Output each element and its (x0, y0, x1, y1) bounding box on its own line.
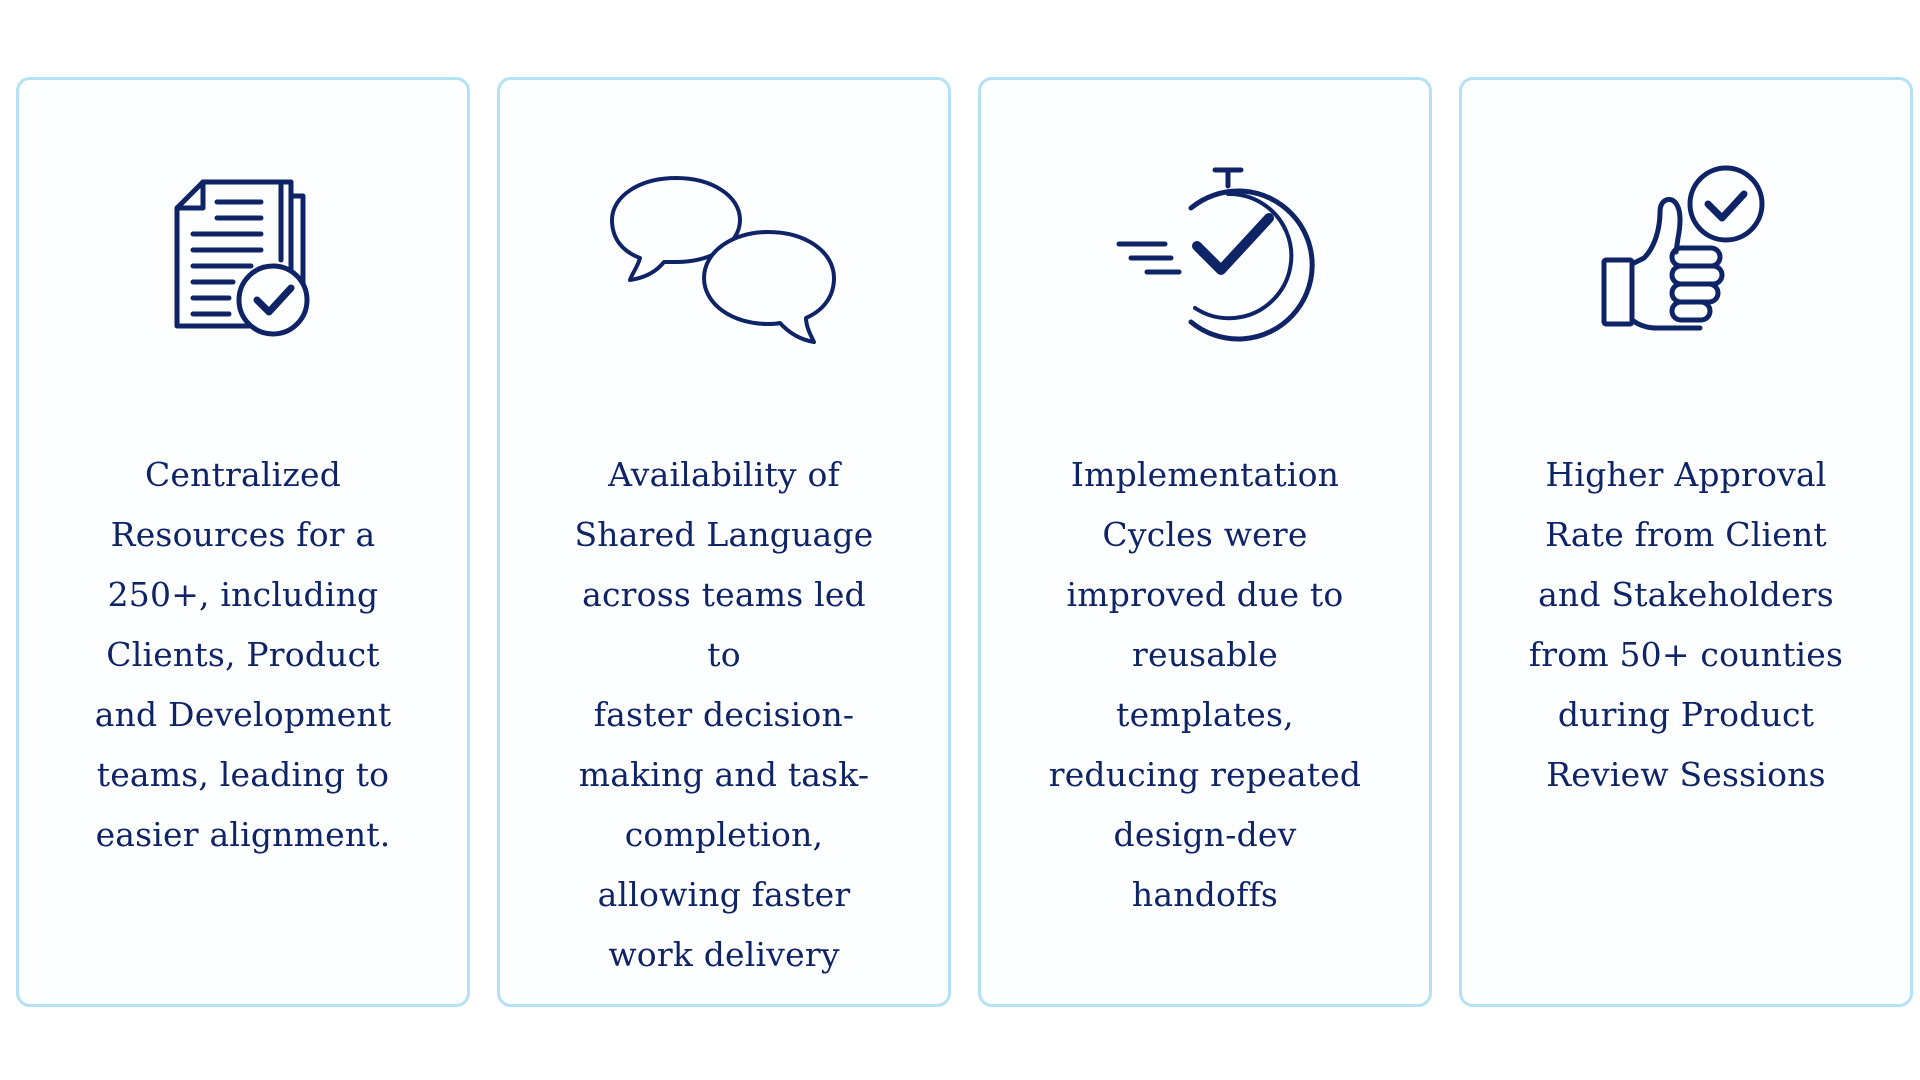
chat-bubbles-icon (594, 162, 854, 344)
benefit-text: Availability of Shared Language across t… (574, 455, 874, 974)
benefit-card-centralized-resources: Centralized Resources for a 250+, includ… (16, 77, 470, 1007)
benefits-card-grid: Centralized Resources for a 250+, includ… (16, 77, 1913, 1007)
benefit-text: Centralized Resources for a 250+, includ… (94, 455, 392, 854)
benefit-card-higher-approval: Higher Approval Rate from Client and Sta… (1459, 77, 1913, 1007)
benefit-card-implementation-cycles: Implementation Cycles were improved due … (978, 77, 1432, 1007)
stopwatch-check-icon (1075, 162, 1335, 342)
benefit-card-shared-language: Availability of Shared Language across t… (497, 77, 951, 1007)
documents-check-icon (113, 162, 373, 342)
benefit-text: Higher Approval Rate from Client and Sta… (1528, 455, 1844, 794)
benefit-text: Implementation Cycles were improved due … (1048, 455, 1362, 914)
thumbs-up-check-icon (1556, 162, 1816, 342)
